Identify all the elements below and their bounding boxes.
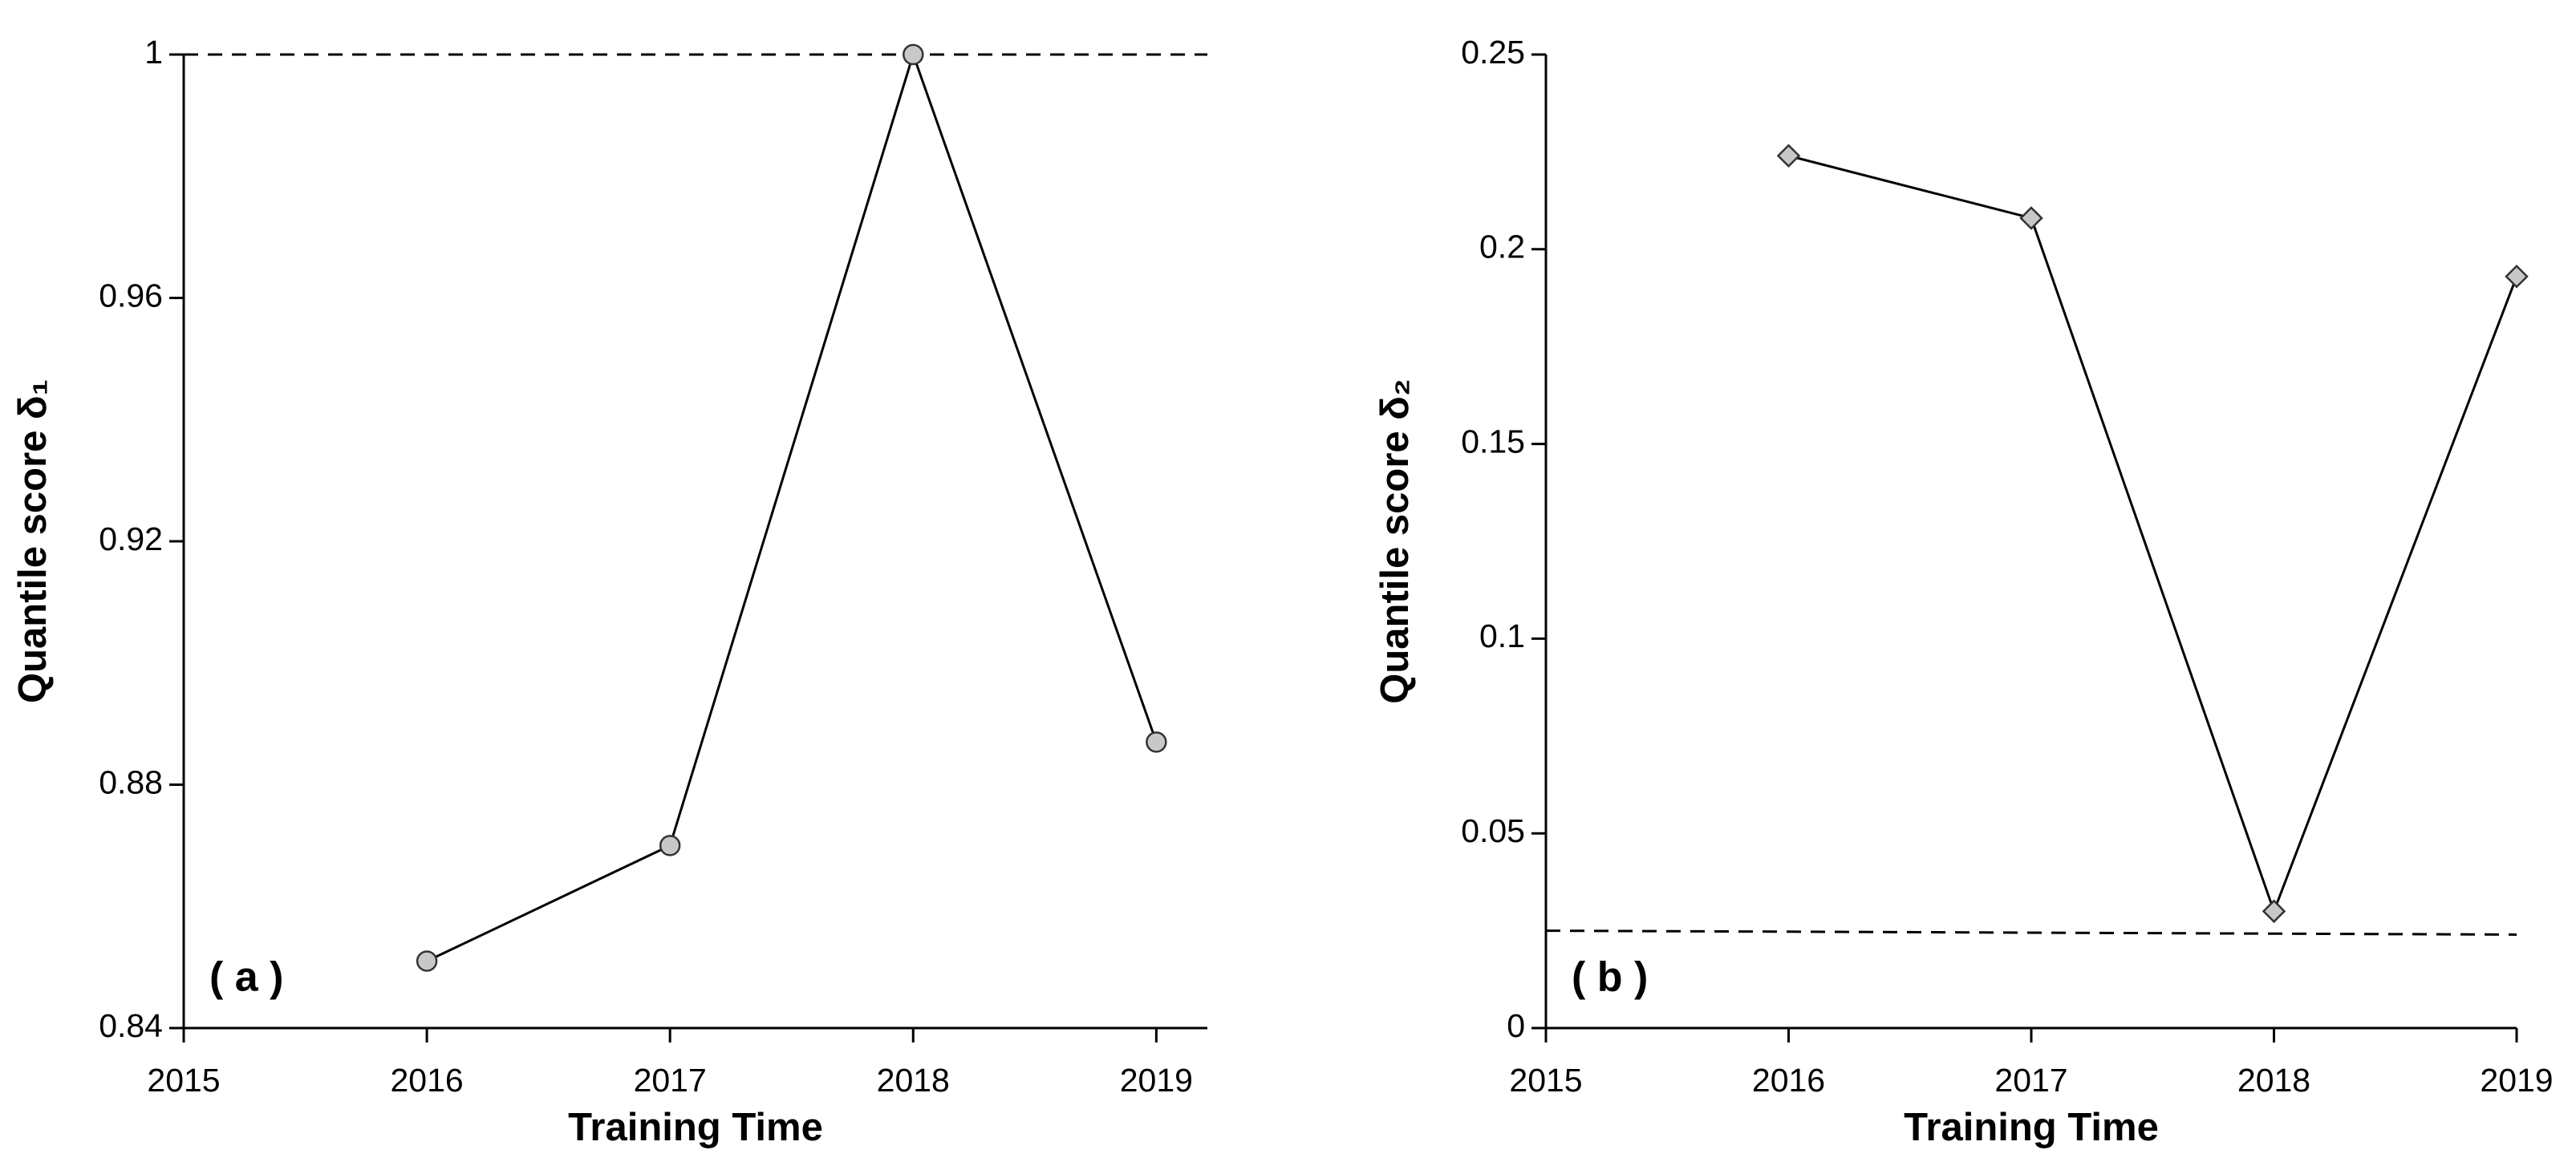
x-tick-label: 2018 xyxy=(877,1062,950,1099)
y-tick-label: 0 xyxy=(1507,1007,1525,1044)
x-tick-label: 2015 xyxy=(1509,1062,1582,1099)
marker xyxy=(1776,144,1801,168)
panel-label: ( a ) xyxy=(209,954,283,1001)
y-tick-label: 0.1 xyxy=(1479,617,1525,654)
reference-line xyxy=(1545,929,2517,936)
y-tick-label: 0.92 xyxy=(99,520,163,557)
marker xyxy=(903,43,924,66)
x-tick-label: 2017 xyxy=(1994,1062,2067,1099)
x-tick-label: 2019 xyxy=(2480,1062,2553,1099)
marker xyxy=(2019,206,2043,230)
x-axis-title: Training Time xyxy=(568,1106,823,1149)
marker xyxy=(416,950,438,972)
x-tick-label: 2015 xyxy=(147,1062,220,1099)
marker xyxy=(2505,265,2529,289)
panel-label: ( b ) xyxy=(1572,954,1648,1001)
x-tick-label: 2016 xyxy=(390,1062,463,1099)
x-tick-label: 2019 xyxy=(1120,1062,1193,1099)
y-tick-label: 1 xyxy=(144,34,163,71)
marker xyxy=(2262,899,2286,924)
x-tick-label: 2016 xyxy=(1752,1062,1825,1099)
x-tick-label: 2018 xyxy=(2237,1062,2310,1099)
marker xyxy=(1146,731,1167,753)
marker xyxy=(659,835,681,856)
y-tick-label: 0.96 xyxy=(99,277,163,314)
y-axis-title: Quantile score δ₁ xyxy=(11,379,55,703)
y-tick-label: 0.2 xyxy=(1479,229,1525,265)
x-axis-title: Training Time xyxy=(1904,1106,2159,1149)
y-tick-label: 0.05 xyxy=(1461,812,1525,849)
x-tick-label: 2017 xyxy=(634,1062,707,1099)
y-tick-label: 0.25 xyxy=(1461,34,1525,71)
y-tick-label: 0.84 xyxy=(99,1007,163,1044)
series-line xyxy=(426,51,1158,962)
y-axis-title: Quantile score δ₂ xyxy=(1373,379,1417,704)
y-tick-label: 0.15 xyxy=(1461,423,1525,459)
y-tick-label: 0.88 xyxy=(99,763,163,800)
series-line xyxy=(1788,154,2518,915)
